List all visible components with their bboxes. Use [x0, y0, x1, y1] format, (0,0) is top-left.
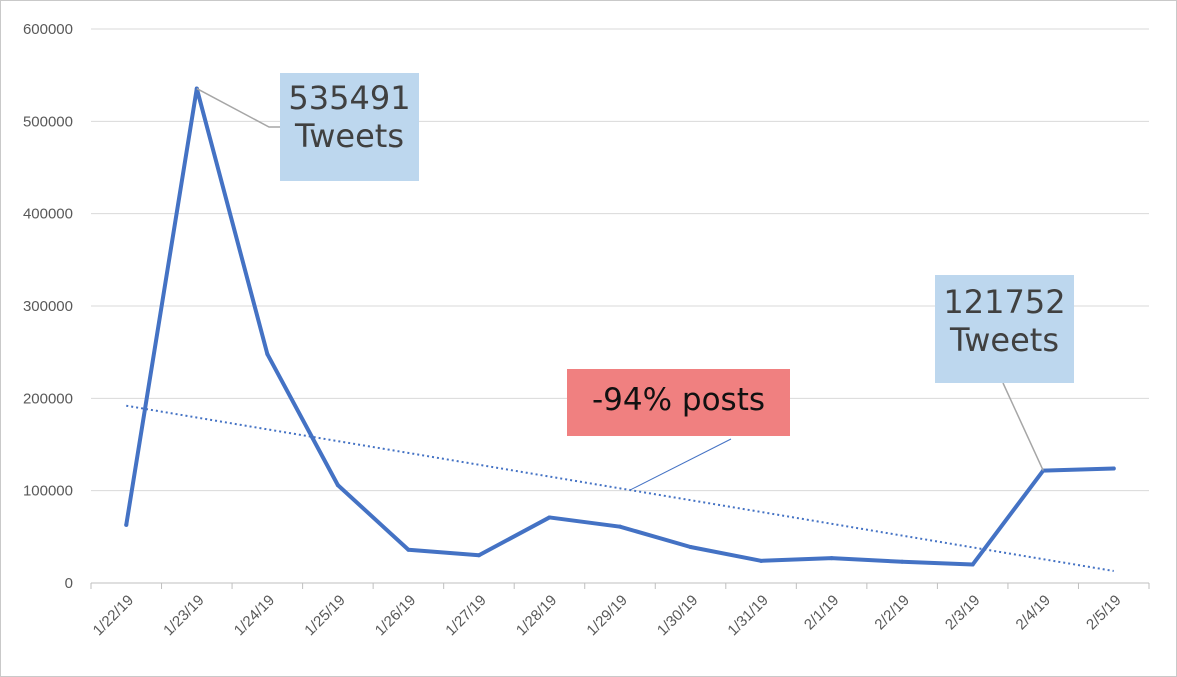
- x-tick-label-2/1/19: 2/1/19: [801, 592, 843, 634]
- y-tick-label-100000: 100000: [23, 483, 73, 500]
- data-point-1/27/19: [476, 553, 481, 558]
- callout-drop-line1: -94% posts: [591, 382, 766, 418]
- x-tick-label-2/5/19: 2/5/19: [1083, 592, 1125, 634]
- x-tick-label-2/4/19: 2/4/19: [1013, 592, 1055, 634]
- callout-peak-line2: Tweets: [294, 117, 404, 156]
- callout-leaders: [196, 87, 1044, 491]
- trendline-layer: [126, 404, 1114, 572]
- linear-trendline: [126, 404, 1114, 572]
- y-tick-label-500000: 500000: [23, 113, 73, 130]
- y-tick-labels: 0 100000 200000 300000 400000 500000 600000: [23, 21, 73, 592]
- leader-line-end: [1002, 382, 1044, 471]
- leader-line-peak: [196, 87, 280, 128]
- x-tick-label-1/31/19: 1/31/19: [724, 592, 771, 639]
- x-tick-label-1/24/19: 1/24/19: [231, 592, 278, 639]
- x-tick-label-1/30/19: 1/30/19: [654, 592, 701, 639]
- data-point-1/30/19: [688, 544, 693, 549]
- callout-peak-line1: 535491: [288, 79, 411, 117]
- x-tick-label-1/25/19: 1/25/19: [301, 592, 348, 639]
- data-point-1/29/19: [618, 524, 622, 529]
- x-tick-label-2/2/19: 2/2/19: [871, 592, 913, 634]
- callout-end-tweets: 121752 Tweets: [935, 275, 1074, 383]
- data-point-1/31/19: [759, 558, 764, 563]
- data-point-2/3/19: [970, 562, 975, 567]
- callout-drop-percentage: -94% posts: [567, 369, 790, 436]
- callout-end-line1: 121752: [943, 283, 1066, 321]
- x-tick-label-1/27/19: 1/27/19: [442, 592, 489, 639]
- y-tick-label-300000: 300000: [23, 298, 73, 315]
- data-point-1/28/19: [547, 515, 552, 520]
- x-tick-label-2/3/19: 2/3/19: [942, 592, 984, 634]
- x-tick-label-1/22/19: 1/22/19: [90, 592, 137, 639]
- x-tick-label-1/26/19: 1/26/19: [372, 592, 419, 639]
- data-point-1/25/19: [335, 483, 340, 488]
- x-tick-label-1/28/19: 1/28/19: [513, 592, 560, 639]
- data-point-2/5/19: [1111, 466, 1116, 471]
- y-tick-label-0: 0: [65, 575, 73, 592]
- leader-line-drop: [629, 438, 732, 491]
- y-tick-label-600000: 600000: [23, 21, 73, 38]
- callout-peak-tweets: 535491 Tweets: [280, 73, 419, 181]
- gridlines: [91, 28, 1149, 492]
- callout-end-line2: Tweets: [949, 321, 1059, 360]
- data-point-1/24/19: [265, 352, 270, 357]
- x-tick-label-1/29/19: 1/29/19: [583, 592, 630, 639]
- x-tick-labels: 1/22/19 1/23/19 1/24/19 1/25/19 1/26/19 1/27/…: [90, 592, 1125, 639]
- x-tick-label-1/23/19: 1/23/19: [160, 592, 207, 639]
- data-point-2/2/19: [900, 559, 905, 564]
- data-point-1/22/19: [124, 522, 129, 527]
- y-tick-label-200000: 200000: [23, 390, 73, 407]
- data-point-1/26/19: [406, 547, 411, 552]
- y-tick-label-400000: 400000: [23, 206, 73, 223]
- axes: [90, 582, 1150, 589]
- data-point-2/1/19: [829, 556, 834, 561]
